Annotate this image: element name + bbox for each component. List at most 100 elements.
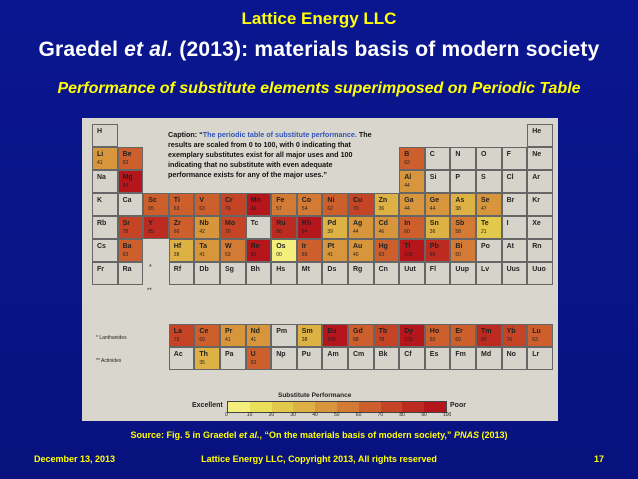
legend-swatch <box>228 402 250 412</box>
element-cell-o: O <box>476 147 502 170</box>
element-cell-rb: Rb <box>92 216 118 239</box>
element-cell-b: B 62 <box>399 147 425 170</box>
element-cell-he: He <box>527 124 553 147</box>
element-cell-ga: Ga 44 <box>399 193 425 216</box>
element-cell-hs: Hs <box>271 262 297 285</box>
element-cell-be: Be 63 <box>117 147 144 170</box>
element-symbol: Pa <box>225 351 234 358</box>
element-cell-zn: Zn 36 <box>373 193 400 216</box>
legend-tick-label: 50 <box>334 412 340 418</box>
footer-page-number: 17 <box>593 454 604 464</box>
legend-tick-label: 60 <box>355 412 362 418</box>
element-symbol: Tl <box>404 243 411 250</box>
element-symbol: Os <box>276 243 286 250</box>
element-symbol: Ir <box>301 243 307 250</box>
element-symbol: Re <box>250 243 260 250</box>
element-cell-fr: Fr <box>92 262 118 285</box>
element-symbol: Lu <box>532 328 541 335</box>
element-symbol: W <box>225 243 232 250</box>
element-cell-ac: Ac <box>168 347 195 370</box>
element-score: 38 <box>173 252 180 258</box>
element-cell-kr: Kr <box>527 193 553 216</box>
element-score: 100 <box>404 337 413 343</box>
legend-swatch <box>380 402 403 412</box>
element-cell-v: V 63 <box>194 193 220 216</box>
legend-swatch <box>293 402 316 412</box>
element-cell-n: N <box>450 147 476 170</box>
element-score: 54 <box>301 206 308 212</box>
legend-swatch <box>402 402 425 412</box>
legend-tick-label: 40 <box>312 412 318 418</box>
element-symbol: Mn <box>250 197 261 204</box>
lanthanide-marker: * <box>149 264 152 271</box>
element-cell-fe: Fe 57 <box>271 193 297 216</box>
element-symbol: Pm <box>276 328 288 335</box>
element-cell-i: I <box>501 216 528 239</box>
element-symbol: F <box>506 151 511 158</box>
element-cell-na: Na <box>92 170 118 193</box>
element-score: 66 <box>173 229 180 235</box>
legend-swatch <box>271 402 294 412</box>
element-symbol: Pd <box>327 220 337 227</box>
element-cell-p: P <box>450 170 476 193</box>
element-symbol: U <box>250 351 256 358</box>
element-cell-mt: Mt <box>296 262 323 285</box>
element-symbol: Cl <box>506 174 514 181</box>
element-cell-bk: Bk <box>373 347 400 370</box>
element-cell-cr: Cr 76 <box>220 193 246 216</box>
element-score: 58 <box>455 229 461 235</box>
element-symbol: Bh <box>250 266 260 273</box>
element-cell-ba: Ba 63 <box>117 239 144 262</box>
element-symbol: Ds <box>327 266 337 273</box>
element-cell-ca: Ca <box>117 193 144 216</box>
element-cell-th: Th 35 <box>194 347 220 370</box>
element-symbol: Sg <box>225 266 234 273</box>
element-score: 39 <box>327 229 333 235</box>
element-symbol: Ce <box>199 328 209 335</box>
element-cell-uup: Uup <box>450 262 476 285</box>
element-symbol: Mg <box>122 174 133 181</box>
element-cell-h: H <box>92 124 118 147</box>
element-cell-sm: Sm 38 <box>296 324 323 347</box>
headline-part1: Graedel <box>38 38 125 61</box>
element-cell-hf: Hf 38 <box>168 239 195 262</box>
element-score: 60 <box>199 337 205 343</box>
element-symbol: He <box>532 128 542 135</box>
element-score: 62 <box>404 160 410 166</box>
element-symbol: B <box>404 151 410 158</box>
element-cell-re: Re 90 <box>245 239 272 262</box>
element-score: 69 <box>301 252 308 258</box>
element-symbol: Si <box>429 174 437 181</box>
element-cell-ta: Ta 41 <box>194 239 220 262</box>
element-symbol: Nb <box>199 220 209 227</box>
element-symbol: Dy <box>404 328 414 335</box>
element-cell-te: Te 21 <box>476 216 502 239</box>
footer-date: December 13, 2013 <box>34 454 116 464</box>
legend-swatch <box>336 402 359 412</box>
element-cell-la: La 75 <box>168 324 195 347</box>
element-symbol: Ar <box>532 174 540 181</box>
element-score: 63 <box>173 206 180 212</box>
element-cell-br: Br <box>501 193 528 216</box>
element-score: 68 <box>353 337 359 343</box>
element-symbol: Hf <box>173 243 182 250</box>
element-score: 00 <box>276 252 282 258</box>
element-symbol: Uus <box>506 266 520 273</box>
element-symbol: Pu <box>301 351 311 358</box>
element-score: 60 <box>455 337 461 343</box>
element-symbol: Co <box>301 197 312 204</box>
element-score: 44 <box>404 206 410 212</box>
element-cell-ne: Ne <box>527 147 553 170</box>
element-symbol: Am <box>327 351 339 358</box>
element-cell-ar: Ar <box>527 170 553 193</box>
source-mid: , “On the materials basis of modern soci… <box>259 430 454 440</box>
element-cell-al: Al 44 <box>399 170 425 193</box>
legend-title: Substitute Performance <box>278 392 352 399</box>
element-cell-as: As 38 <box>450 193 476 216</box>
element-symbol: Sr <box>122 220 130 227</box>
element-cell-pm: Pm <box>271 324 297 347</box>
element-cell-ge: Ge 44 <box>424 193 451 216</box>
element-symbol: As <box>455 197 465 204</box>
element-score: 100 <box>404 252 413 258</box>
element-symbol: Yb <box>506 328 516 335</box>
